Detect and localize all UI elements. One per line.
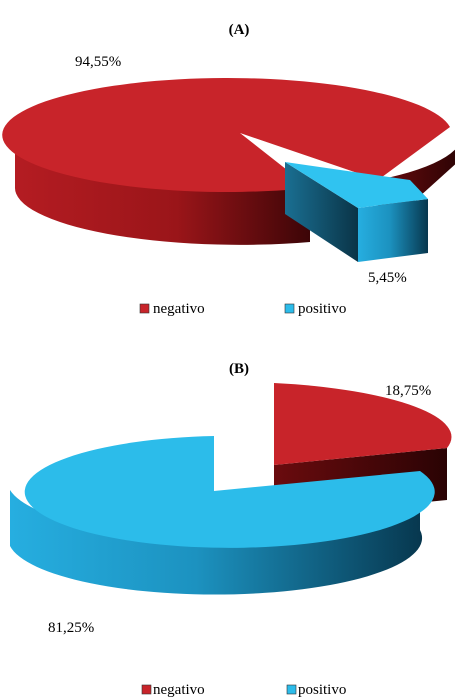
pie-b <box>10 383 452 595</box>
legend-b-swatch-negativo <box>141 684 152 695</box>
pie-a <box>2 77 455 262</box>
legend-b-swatch-positivo <box>286 684 297 695</box>
legend-a-label-positivo: positivo <box>298 301 346 317</box>
chart-b-title: (B) <box>229 361 249 377</box>
pie-b-label-negativo: 18,75% <box>385 383 431 399</box>
pie-b-slice-positivo <box>24 436 435 548</box>
chart-b: (B) 18,75% 81,25% negativo positivo <box>10 361 452 698</box>
pie-a-slice-negativo <box>2 77 451 192</box>
legend-b-label-negativo: negativo <box>153 682 205 698</box>
chart-a: (A) 94,55% 5,45% negativo positivo <box>2 22 455 317</box>
legend-b: negativo positivo <box>141 682 346 698</box>
legend-a-swatch-positivo <box>284 303 295 314</box>
chart-a-title: (A) <box>229 22 250 38</box>
pie-a-slice-positivo <box>285 162 428 262</box>
pie-b-label-positivo: 81,25% <box>48 620 94 636</box>
pie-a-label-positivo: 5,45% <box>368 270 407 286</box>
pie-b-slice-positivo-side <box>10 471 423 595</box>
legend-a: negativo positivo <box>139 301 346 317</box>
legend-a-swatch-negativo <box>139 303 150 314</box>
legend-b-label-positivo: positivo <box>298 682 346 698</box>
legend-a-label-negativo: negativo <box>153 301 205 317</box>
pie-a-label-negativo: 94,55% <box>75 54 121 70</box>
